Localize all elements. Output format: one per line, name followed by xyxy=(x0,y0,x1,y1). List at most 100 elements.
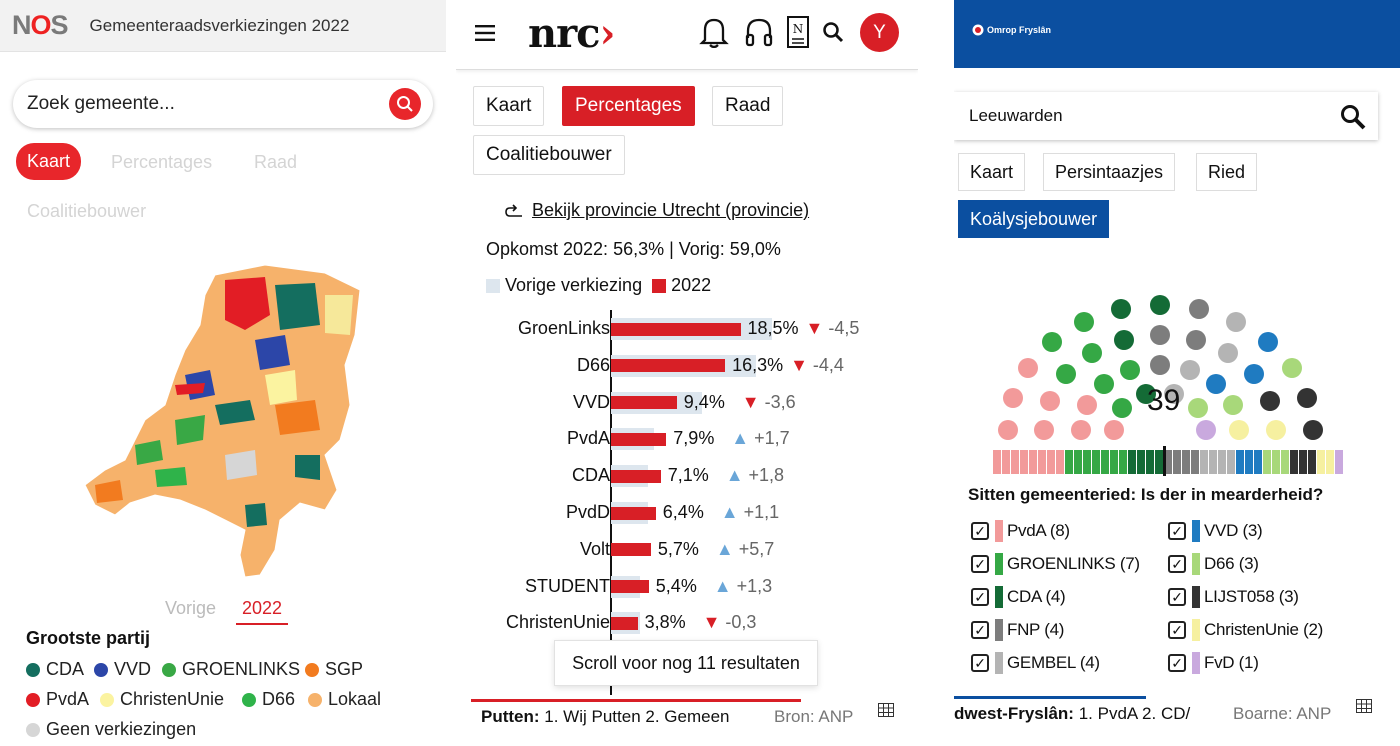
legend-title: Grootste partij xyxy=(26,628,151,648)
seat-bar-segment xyxy=(1074,450,1082,474)
seat xyxy=(1187,397,1208,418)
tab-kaart[interactable]: Kaart xyxy=(473,86,545,126)
tab-ried[interactable]: Ried xyxy=(1196,153,1258,191)
bar-value-label: 16,3% xyxy=(732,354,784,375)
bar-label: PvdD xyxy=(565,502,610,522)
source-label: Bron: ANP xyxy=(774,707,854,726)
checkbox-checked-icon[interactable]: ✓ xyxy=(971,522,989,540)
party-checklist: ✓ PvdA (8) ✓ VVD (3) ✓ GROENLINKS (7) ✓ D66 (3)… xyxy=(954,0,1400,746)
delta-value: +1,8 xyxy=(748,465,785,486)
seat xyxy=(1112,397,1133,418)
checkbox-checked-icon[interactable]: ✓ xyxy=(971,588,989,606)
bar-2022 xyxy=(611,396,677,410)
checkbox-checked-icon[interactable]: ✓ xyxy=(1168,588,1186,606)
bar-label: ChristenUnie xyxy=(505,612,610,633)
legend-swatch xyxy=(100,692,114,707)
bar-label: VVD xyxy=(572,391,610,412)
tab-raad[interactable]: Raad xyxy=(712,86,784,126)
seat-bar-segment xyxy=(1038,450,1046,474)
bar-value-label: 7,1% xyxy=(667,465,709,486)
checkbox-checked-icon[interactable]: ✓ xyxy=(971,555,989,573)
party-toggle[interactable]: ✓ PvdA (8) xyxy=(971,520,1070,542)
delta-up: ▲ +1,3 xyxy=(714,576,772,597)
search-input[interactable]: Leeuwarden xyxy=(954,92,1378,140)
omrop-logo-icon xyxy=(972,24,984,36)
party-label: FvD (1) xyxy=(1204,653,1259,672)
omrop-logo[interactable]: Omrop Fryslân xyxy=(972,24,1051,36)
checkbox-checked-icon[interactable]: ✓ xyxy=(1168,654,1186,672)
netherlands-map[interactable] xyxy=(75,255,375,585)
party-toggle[interactable]: ✓ FvD (1) xyxy=(1168,652,1259,674)
tab-kaart[interactable]: Kaart xyxy=(16,143,82,180)
party-swatch xyxy=(995,553,1003,575)
seat-bar-segment xyxy=(1047,450,1055,474)
omrop-panel: Omrop Fryslân Leeuwarden Kaart Persintaa… xyxy=(954,0,1400,746)
party-toggle[interactable]: ✓ GROENLINKS (7) xyxy=(971,553,1140,575)
seat-bar-segment xyxy=(1083,450,1091,474)
party-toggle[interactable]: ✓ ChristenUnie (2) xyxy=(1168,619,1323,641)
checkbox-checked-icon[interactable]: ✓ xyxy=(1168,621,1186,639)
party-toggle[interactable]: ✓ VVD (3) xyxy=(1168,520,1263,542)
table-icon[interactable] xyxy=(1356,699,1372,713)
delta-down: ▼ -4,5 xyxy=(806,318,860,339)
seats-total: 39 xyxy=(1147,384,1181,417)
party-toggle[interactable]: ✓ LIJST058 (3) xyxy=(1168,586,1299,608)
search-icon[interactable] xyxy=(822,21,844,43)
year-tab-vorige[interactable]: Vorige xyxy=(165,598,217,618)
seat-bar xyxy=(993,450,1344,474)
triangle-up-icon: ▲ xyxy=(731,428,750,449)
headphones-icon[interactable] xyxy=(744,16,774,48)
seat-bar-segment xyxy=(1182,450,1190,474)
return-arrow-icon xyxy=(505,203,522,217)
party-toggle[interactable]: ✓ FNP (4) xyxy=(971,619,1064,641)
table-icon[interactable] xyxy=(878,703,894,717)
delta-up: ▲ +1,7 xyxy=(731,428,789,449)
seat xyxy=(1226,311,1247,332)
tab-persintaazjes[interactable]: Persintaazjes xyxy=(1043,153,1176,191)
checkbox-checked-icon[interactable]: ✓ xyxy=(1168,522,1186,540)
legend-item: D66 xyxy=(242,689,295,710)
nos-logo[interactable]: NOS xyxy=(12,10,69,40)
menu-icon[interactable] xyxy=(475,24,495,42)
year-tab-2022[interactable]: 2022 xyxy=(236,598,289,625)
triangle-down-icon: ▼ xyxy=(805,318,824,338)
tab-kaart[interactable]: Kaart xyxy=(958,153,1026,191)
avatar[interactable]: Y xyxy=(860,13,899,52)
nrc-logo[interactable]: nrc› xyxy=(528,10,616,57)
tab-percentages[interactable]: Percentages xyxy=(562,86,695,126)
seat-bar-segment xyxy=(1218,450,1226,474)
delta-up: ▲ +5,7 xyxy=(716,539,774,560)
tab-raad[interactable]: Raad xyxy=(254,152,298,172)
bar-value-label: 7,9% xyxy=(673,428,715,449)
tab-koalysjebouwer[interactable]: Koälysjebouwer xyxy=(958,200,1110,238)
checkbox-checked-icon[interactable]: ✓ xyxy=(971,621,989,639)
bar-2022 xyxy=(611,580,649,594)
seat xyxy=(1265,420,1286,440)
search-icon[interactable] xyxy=(1340,104,1366,130)
tab-coalitiebouwer[interactable]: Coalitiebouwer xyxy=(27,201,147,221)
party-toggle[interactable]: ✓ GEMBEL (4) xyxy=(971,652,1100,674)
seat-bar-segment xyxy=(1110,450,1118,474)
search-input[interactable]: Zoek gemeente... xyxy=(13,80,433,128)
seat-bar-segment xyxy=(1146,450,1154,474)
delta-up: ▲ +1,1 xyxy=(721,502,779,523)
checkbox-checked-icon[interactable]: ✓ xyxy=(971,654,989,672)
party-toggle[interactable]: ✓ D66 (3) xyxy=(1168,553,1259,575)
bar-label: PvdA xyxy=(566,428,610,449)
nrc-panel: nrc› N Y Kaart Percentages Raad Coalitie… xyxy=(456,0,918,746)
search-placeholder: Zoek gemeente... xyxy=(27,93,175,114)
search-button[interactable] xyxy=(389,88,421,120)
checkbox-checked-icon[interactable]: ✓ xyxy=(1168,555,1186,573)
party-swatch xyxy=(995,520,1003,542)
party-toggle[interactable]: ✓ CDA (4) xyxy=(971,586,1066,608)
bell-icon[interactable] xyxy=(699,16,729,48)
seat-bar-segment xyxy=(1164,450,1172,474)
tab-coalitiebouwer[interactable]: Coalitiebouwer xyxy=(473,135,625,175)
newspaper-icon[interactable]: N xyxy=(786,15,810,49)
province-link[interactable]: Bekijk provincie Utrecht (provincie) xyxy=(504,200,809,221)
tab-percentages[interactable]: Percentages xyxy=(111,152,213,172)
scroll-more-hint[interactable]: Scroll voor nog 11 resultaten xyxy=(554,640,818,686)
seat xyxy=(1189,299,1210,320)
bar-value-label: 5,4% xyxy=(655,575,697,596)
bar-2022 xyxy=(611,322,741,336)
